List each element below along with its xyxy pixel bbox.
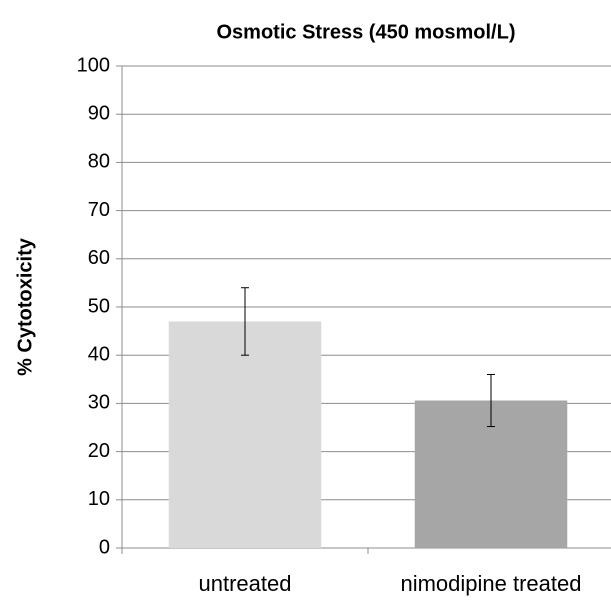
y-tick-label: 80 (88, 151, 110, 173)
y-tick-label: 60 (88, 247, 110, 269)
y-tick-label: 90 (88, 102, 110, 124)
x-tick-label: nimodipine treated (400, 571, 581, 596)
error-bar (241, 287, 249, 356)
y-tick-label: 0 (99, 536, 110, 558)
y-tick-label: 30 (88, 392, 110, 414)
y-axis-label: % Cytotoxicity (14, 237, 36, 376)
x-tick-label: untreated (199, 571, 292, 596)
bar (168, 321, 322, 548)
chart-title: Osmotic Stress (450 mosmol/L) (217, 21, 516, 43)
y-tick-label: 10 (88, 488, 110, 510)
y-tick-label: 100 (77, 54, 110, 76)
y-tick-label: 70 (88, 199, 110, 221)
y-tick-label: 50 (88, 295, 110, 317)
y-tick-label: 20 (88, 440, 110, 462)
y-tick-label: 40 (88, 343, 110, 365)
error-bar (487, 373, 495, 428)
